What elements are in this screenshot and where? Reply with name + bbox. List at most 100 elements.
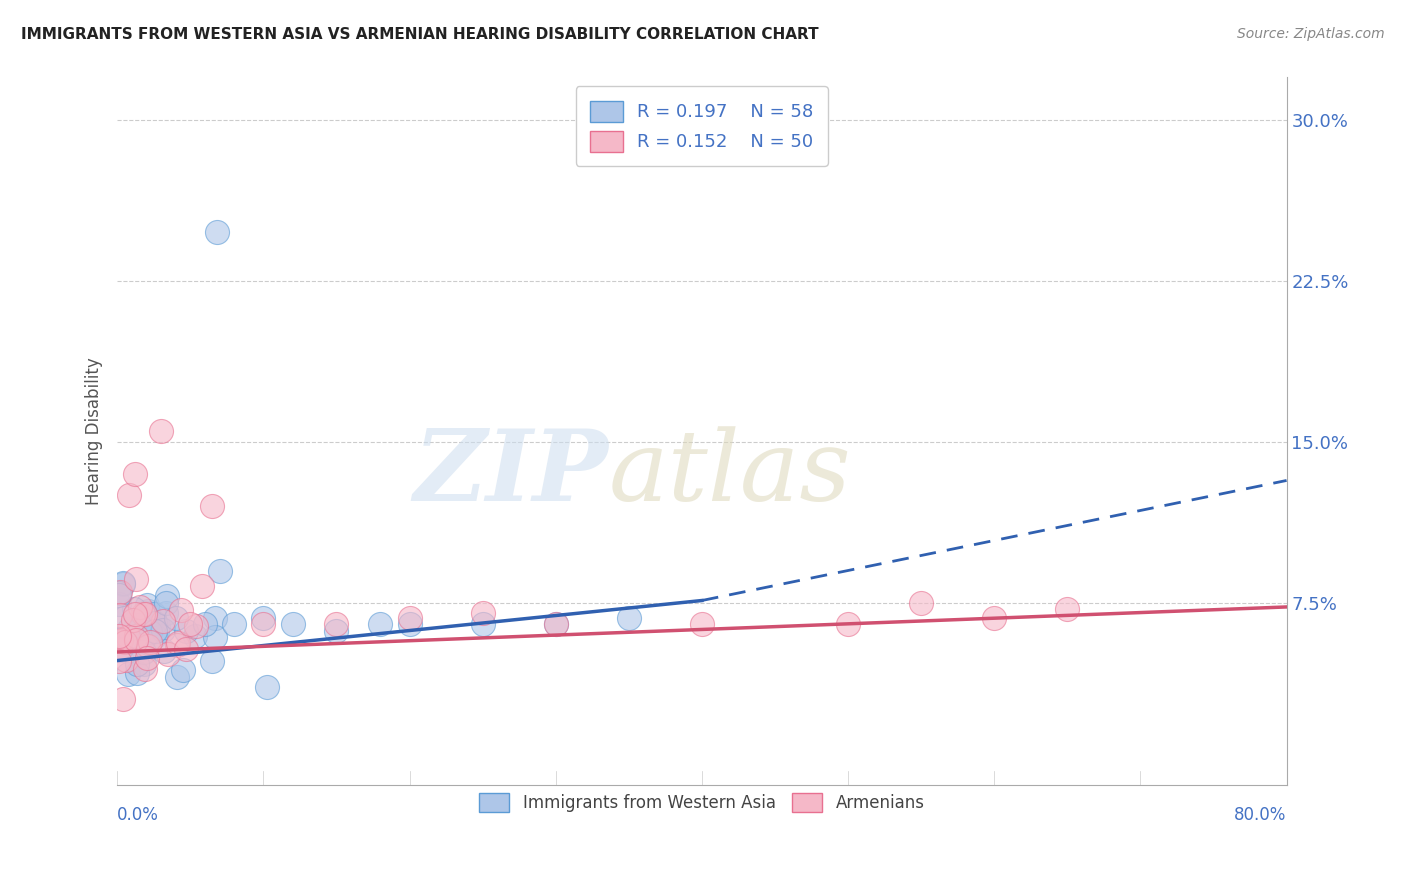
Point bbox=[155, 596, 177, 610]
Point bbox=[138, 604, 160, 618]
Point bbox=[124, 613, 146, 627]
Point bbox=[129, 599, 152, 614]
Point bbox=[983, 610, 1005, 624]
Point bbox=[117, 666, 139, 681]
Point bbox=[114, 635, 136, 649]
Point bbox=[166, 636, 188, 650]
Point bbox=[398, 610, 420, 624]
Point bbox=[108, 629, 131, 643]
Point bbox=[205, 225, 228, 239]
Point bbox=[128, 617, 150, 632]
Point bbox=[136, 606, 159, 620]
Point bbox=[1056, 602, 1078, 616]
Point bbox=[125, 572, 148, 586]
Text: atlas: atlas bbox=[609, 426, 851, 521]
Point bbox=[166, 638, 188, 652]
Point bbox=[194, 617, 217, 632]
Point bbox=[617, 610, 640, 624]
Point bbox=[136, 639, 159, 653]
Point bbox=[208, 564, 231, 578]
Point bbox=[837, 617, 859, 632]
Text: 80.0%: 80.0% bbox=[1234, 806, 1286, 824]
Point bbox=[204, 610, 226, 624]
Point bbox=[190, 579, 212, 593]
Point bbox=[107, 597, 129, 611]
Point bbox=[143, 624, 166, 638]
Point bbox=[368, 617, 391, 632]
Point bbox=[112, 610, 135, 624]
Legend: Immigrants from Western Asia, Armenians: Immigrants from Western Asia, Armenians bbox=[472, 787, 931, 819]
Point bbox=[201, 499, 224, 513]
Point bbox=[125, 632, 148, 647]
Text: 0.0%: 0.0% bbox=[117, 806, 159, 824]
Point bbox=[131, 620, 153, 634]
Point bbox=[136, 598, 159, 612]
Point bbox=[111, 576, 134, 591]
Point bbox=[165, 610, 187, 624]
Point bbox=[111, 691, 134, 706]
Point bbox=[224, 617, 246, 632]
Text: IMMIGRANTS FROM WESTERN ASIA VS ARMENIAN HEARING DISABILITY CORRELATION CHART: IMMIGRANTS FROM WESTERN ASIA VS ARMENIAN… bbox=[21, 27, 818, 42]
Point bbox=[143, 607, 166, 622]
Point bbox=[252, 610, 274, 624]
Point bbox=[146, 619, 169, 633]
Point bbox=[170, 603, 193, 617]
Point bbox=[179, 617, 201, 632]
Point bbox=[107, 654, 129, 668]
Point bbox=[153, 644, 176, 658]
Point bbox=[139, 635, 162, 649]
Point bbox=[136, 651, 159, 665]
Point bbox=[544, 617, 567, 632]
Point bbox=[110, 633, 132, 648]
Point bbox=[544, 617, 567, 632]
Text: ZIP: ZIP bbox=[413, 425, 609, 522]
Point bbox=[152, 623, 174, 637]
Point bbox=[398, 617, 420, 632]
Point bbox=[110, 632, 132, 647]
Point bbox=[112, 577, 135, 591]
Point bbox=[127, 657, 149, 671]
Point bbox=[910, 596, 932, 610]
Point bbox=[115, 653, 138, 667]
Point bbox=[134, 662, 156, 676]
Point bbox=[122, 602, 145, 616]
Point bbox=[132, 645, 155, 659]
Point bbox=[157, 647, 180, 661]
Point bbox=[172, 664, 194, 678]
Point bbox=[108, 585, 131, 599]
Point bbox=[150, 424, 173, 438]
Point bbox=[124, 467, 146, 481]
Point bbox=[281, 617, 304, 632]
Point bbox=[118, 488, 141, 502]
Point bbox=[108, 607, 131, 622]
Point bbox=[124, 607, 146, 622]
Point bbox=[121, 613, 143, 627]
Point bbox=[174, 641, 197, 656]
Point bbox=[256, 680, 278, 694]
Point bbox=[166, 670, 188, 684]
Point bbox=[252, 617, 274, 632]
Point bbox=[107, 586, 129, 600]
Point bbox=[152, 614, 174, 628]
Point bbox=[136, 640, 159, 654]
Point bbox=[155, 607, 177, 621]
Point bbox=[134, 607, 156, 622]
Point bbox=[325, 617, 347, 632]
Point bbox=[132, 607, 155, 621]
Point bbox=[471, 617, 494, 632]
Y-axis label: Hearing Disability: Hearing Disability bbox=[86, 358, 103, 505]
Point bbox=[690, 617, 713, 632]
Point bbox=[107, 642, 129, 657]
Point bbox=[117, 631, 139, 645]
Point bbox=[201, 654, 224, 668]
Point bbox=[184, 629, 207, 643]
Point bbox=[471, 607, 494, 621]
Point bbox=[146, 624, 169, 639]
Text: Source: ZipAtlas.com: Source: ZipAtlas.com bbox=[1237, 27, 1385, 41]
Point bbox=[204, 630, 226, 644]
Point bbox=[184, 619, 207, 633]
Point bbox=[117, 629, 139, 643]
Point bbox=[112, 632, 135, 647]
Point bbox=[125, 665, 148, 680]
Point bbox=[156, 589, 179, 603]
